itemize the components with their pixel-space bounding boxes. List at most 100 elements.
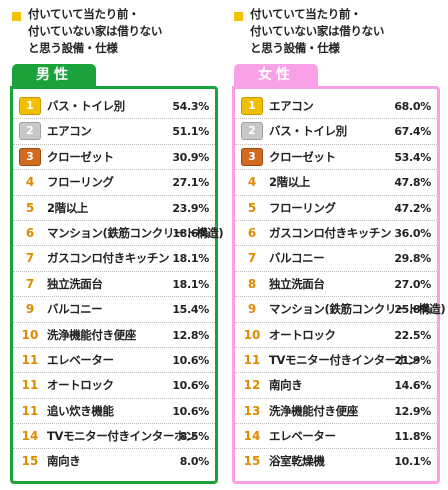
item-label: ガスコンロ付きキッチン	[269, 225, 392, 240]
ranking-row: 11 追い炊き機能 10.6%	[13, 399, 215, 425]
rank-number: 15	[243, 454, 261, 469]
percentage-value: 18.1%	[172, 277, 209, 291]
ranking-row: 7 ガスコンロ付きキッチン 18.1%	[13, 246, 215, 272]
female-ranking-panel: 付いていて当たり前・ 付いていない家は借りない と思う設備・仕様 女性 1 エアコ…	[232, 0, 446, 484]
ranking-row: 4 2階以上 47.8%	[235, 170, 437, 196]
rank-number: 8	[247, 276, 257, 291]
item-label: エレベーター	[47, 352, 114, 367]
ranking-row: 1 エアコン 68.0%	[235, 94, 437, 120]
percentage-value: 51.1%	[172, 125, 209, 139]
ranking-row: 6 マンション(鉄筋コンクリート構造) 18.6%	[13, 221, 224, 247]
item-label: TVモニター付きインターホン	[47, 429, 197, 444]
rank-number: 4	[25, 175, 35, 190]
item-label: バス・トイレ別	[47, 99, 125, 113]
medal-icon: 2	[241, 122, 263, 141]
percentage-value: 67.4%	[394, 125, 431, 139]
rank-number: 11	[21, 378, 39, 393]
male-header: 付いていて当たり前・ 付いていない家は借りない と思う設備・仕様	[10, 0, 218, 64]
percentage-value: 27.1%	[172, 176, 209, 190]
female-header: 付いていて当たり前・ 付いていない家は借りない と思う設備・仕様	[232, 0, 440, 64]
item-label: 洗浄機能付き便座	[47, 327, 136, 342]
item-label: 洗浄機能付き便座	[269, 403, 358, 418]
ranking-row: 15 浴室乾燥機 10.1%	[235, 449, 437, 474]
item-label: 浴室乾燥機	[269, 454, 325, 469]
rank-number: 6	[247, 225, 257, 240]
percentage-value: 15.4%	[172, 303, 209, 317]
ranking-row: 4 フローリング 27.1%	[13, 170, 215, 196]
rank-number: 7	[25, 276, 35, 291]
ranking-row: 5 2階以上 23.9%	[13, 196, 215, 221]
item-label: TVモニター付きインターホン	[269, 352, 419, 367]
female-ranking-table: 1 エアコン 68.0% 2 バス・トイレ別 67.4% 3 クローゼット 53.4% 4 2階以上…	[232, 86, 446, 484]
percentage-value: 18.1%	[172, 252, 209, 266]
item-label: 独立洗面台	[47, 276, 103, 291]
percentage-value: 10.1%	[394, 455, 431, 469]
percentage-value: 30.9%	[172, 150, 209, 164]
item-label: 南向き	[269, 378, 303, 393]
female-tab-label: 女性	[234, 64, 318, 86]
male-ranking-table: 1 バス・トイレ別 54.3% 2 エアコン 51.1% 3 クローゼット 30.9% 4 フローリ…	[10, 86, 224, 484]
percentage-value: 10.6%	[172, 404, 209, 418]
rank-number: 10	[243, 327, 261, 342]
rank-number: 14	[243, 429, 261, 444]
rank-number: 9	[25, 302, 35, 317]
bullet-square-icon	[234, 12, 243, 21]
percentage-value: 68.0%	[394, 100, 431, 113]
percentage-value: 27.0%	[394, 277, 431, 291]
medal-icon: 2	[19, 122, 41, 141]
medal-icon: 3	[241, 147, 263, 166]
percentage-value: 18.6%	[172, 226, 209, 240]
percentage-value: 47.8%	[394, 176, 431, 190]
ranking-row: 5 フローリング 47.2%	[235, 196, 437, 221]
ranking-row: 11 エレベーター 10.6%	[13, 348, 215, 374]
ranking-row: 1 バス・トイレ別 54.3%	[13, 94, 215, 120]
percentage-value: 11.8%	[394, 430, 431, 444]
item-label: バルコニー	[269, 251, 325, 266]
rank-number: 11	[243, 352, 261, 367]
male-ranking-panel: 付いていて当たり前・ 付いていない家は借りない と思う設備・仕様 男性 1 バス・…	[10, 0, 224, 484]
percentage-value: 29.8%	[394, 252, 431, 266]
item-label: マンション(鉄筋コンクリート構造)	[269, 302, 446, 317]
percentage-value: 47.2%	[394, 201, 431, 215]
percentage-value: 10.6%	[172, 379, 209, 393]
percentage-value: 14.6%	[394, 379, 431, 393]
rank-number: 5	[247, 200, 257, 215]
item-label: フローリング	[47, 175, 114, 190]
ranking-row: 15 南向き 8.0%	[13, 449, 215, 474]
item-label: 南向き	[47, 454, 81, 469]
rank-number: 10	[21, 327, 39, 342]
ranking-row: 11 オートロック 10.6%	[13, 373, 215, 399]
item-label: バス・トイレ別	[269, 124, 347, 139]
item-label: オートロック	[47, 378, 114, 393]
item-label: クローゼット	[47, 149, 114, 164]
ranking-row: 13 洗浄機能付き便座 12.9%	[235, 399, 437, 425]
rank-number: 13	[243, 403, 261, 418]
item-label: フローリング	[269, 200, 336, 215]
medal-icon: 3	[19, 147, 41, 166]
percentage-value: 23.9%	[172, 201, 209, 215]
rank-number: 7	[247, 251, 257, 266]
ranking-row: 10 洗浄機能付き便座 12.8%	[13, 323, 215, 348]
percentage-value: 53.4%	[394, 150, 431, 164]
rank-number: 4	[247, 175, 257, 190]
item-label: エアコン	[269, 99, 314, 113]
percentage-value: 36.0%	[394, 226, 431, 240]
ranking-row: 7 独立洗面台 18.1%	[13, 272, 215, 298]
ranking-row: 2 バス・トイレ別 67.4%	[235, 119, 437, 145]
item-label: 2階以上	[269, 175, 310, 190]
percentage-value: 12.8%	[172, 328, 209, 342]
rank-number: 9	[247, 302, 257, 317]
ranking-row: 9 マンション(鉄筋コンクリート構造) 25.8%	[235, 297, 446, 323]
medal-icon: 1	[241, 97, 263, 115]
item-label: 独立洗面台	[269, 276, 325, 291]
ranking-row: 9 バルコニー 15.4%	[13, 297, 215, 323]
item-label: エアコン	[47, 124, 92, 139]
ranking-row: 6 ガスコンロ付きキッチン 36.0%	[235, 221, 437, 247]
rank-number: 11	[21, 403, 39, 418]
ranking-row: 14 エレベーター 11.8%	[235, 424, 437, 450]
item-label: バルコニー	[47, 302, 103, 317]
item-label: 追い炊き機能	[47, 403, 114, 418]
ranking-row: 7 バルコニー 29.8%	[235, 246, 437, 272]
item-label: エレベーター	[269, 429, 336, 444]
